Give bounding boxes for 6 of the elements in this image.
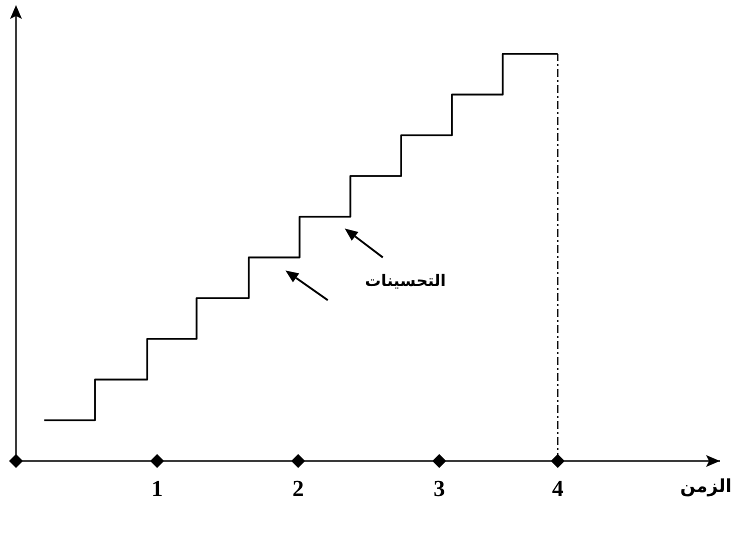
x-tick-label: 3	[433, 476, 445, 501]
x-tick-label: 1	[151, 476, 163, 501]
x-tick-label: 2	[292, 476, 304, 501]
x-tick-label: 4	[552, 476, 564, 501]
x-axis-title: الزمن	[680, 476, 732, 497]
annotation: التحسينات	[364, 270, 446, 290]
